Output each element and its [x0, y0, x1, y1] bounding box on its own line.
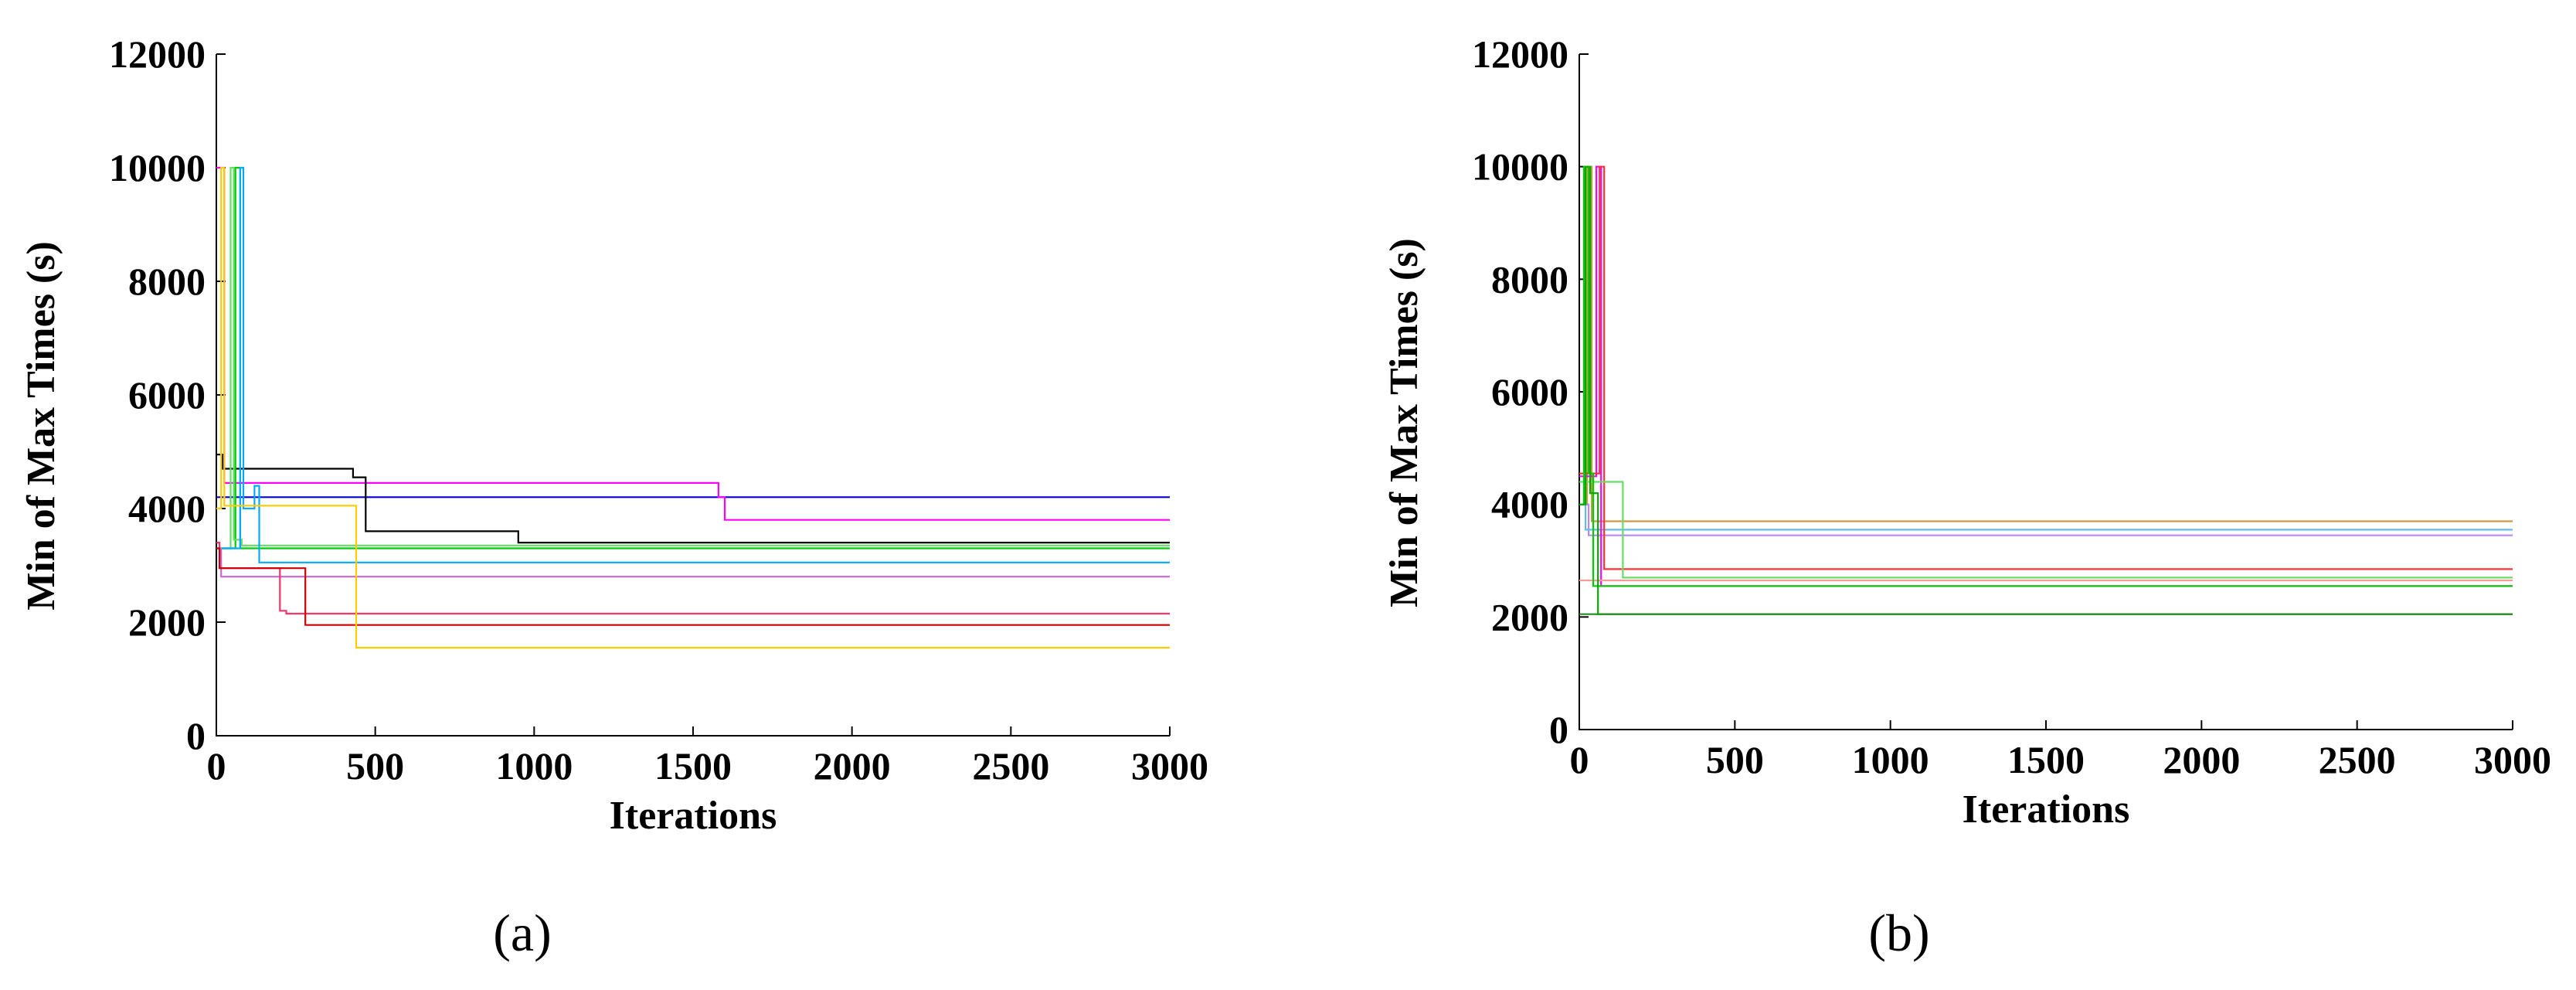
chart-panel-b: 0 2000 4000 6000 8000 10000 12000 0 500 1000 1500 2…	[1382, 32, 2551, 962]
x-tick-label: 2500	[2319, 738, 2396, 781]
series-line-8	[216, 541, 1170, 615]
x-tick-label: 1500	[654, 744, 732, 788]
x-tick-label: 1000	[1852, 738, 1929, 781]
y-tick-label: 12000	[1472, 32, 1568, 76]
series-line-2	[1579, 503, 2513, 536]
x-tick-label: 2500	[972, 744, 1049, 788]
x-tick-label: 0	[1570, 738, 1589, 781]
series-line-1	[1579, 165, 2513, 522]
series-line-5	[1579, 165, 2513, 570]
y-axis-label: Min of Max Times (s)	[19, 241, 63, 611]
y-tick-label: 10000	[1472, 145, 1568, 189]
x-tick-label: 500	[1706, 738, 1764, 781]
y-tick-label: 8000	[1491, 257, 1568, 301]
y-tick-label: 0	[186, 714, 206, 757]
series-line-9	[216, 547, 1170, 626]
panel-label: (b)	[1868, 903, 1929, 962]
panel-label: (a)	[493, 903, 551, 962]
y-axis-label: Min of Max Times (s)	[1382, 238, 1426, 607]
x-tick-label: 0	[207, 744, 226, 788]
x-axis-label: Iterations	[610, 794, 777, 838]
x-tick-label: 3000	[1131, 744, 1208, 788]
x-tick-label: 500	[346, 744, 404, 788]
y-tick-label: 6000	[128, 373, 206, 417]
chart-panel-a: 0 2000 4000 6000 8000 10000 12000 0 500 1000 1500 2…	[19, 32, 1208, 962]
y-tick-label: 4000	[1491, 483, 1568, 526]
y-tick-label: 2000	[128, 600, 206, 644]
series-line-9	[1579, 165, 2513, 615]
series-line-2	[216, 166, 1170, 521]
x-tick-label: 3000	[2474, 738, 2551, 781]
x-tick-label: 2000	[2163, 738, 2240, 781]
y-tick-label: 0	[1549, 708, 1568, 751]
axis-lines	[216, 54, 1170, 737]
series-line-10	[216, 166, 1170, 649]
x-axis-label: Iterations	[1963, 788, 2130, 832]
series-line-5	[216, 166, 1170, 549]
series-line-8	[1579, 165, 2513, 587]
series-line-3	[1579, 503, 2513, 531]
y-tick-label: 8000	[128, 260, 206, 303]
y-tick-label: 10000	[109, 146, 206, 189]
x-tick-label: 1500	[2007, 738, 2085, 781]
series-line-4	[216, 166, 1170, 549]
y-tick-label: 12000	[109, 32, 206, 76]
axis-lines	[1579, 54, 2513, 730]
y-tick-label: 4000	[128, 487, 206, 530]
series-line-6	[216, 166, 1170, 563]
series-line-3	[216, 454, 1170, 544]
series-line-4	[1579, 165, 2513, 587]
y-tick-label: 6000	[1491, 370, 1568, 413]
x-tick-label: 1000	[495, 744, 573, 788]
y-tick-label: 2000	[1491, 595, 1568, 638]
x-tick-label: 2000	[814, 744, 891, 788]
